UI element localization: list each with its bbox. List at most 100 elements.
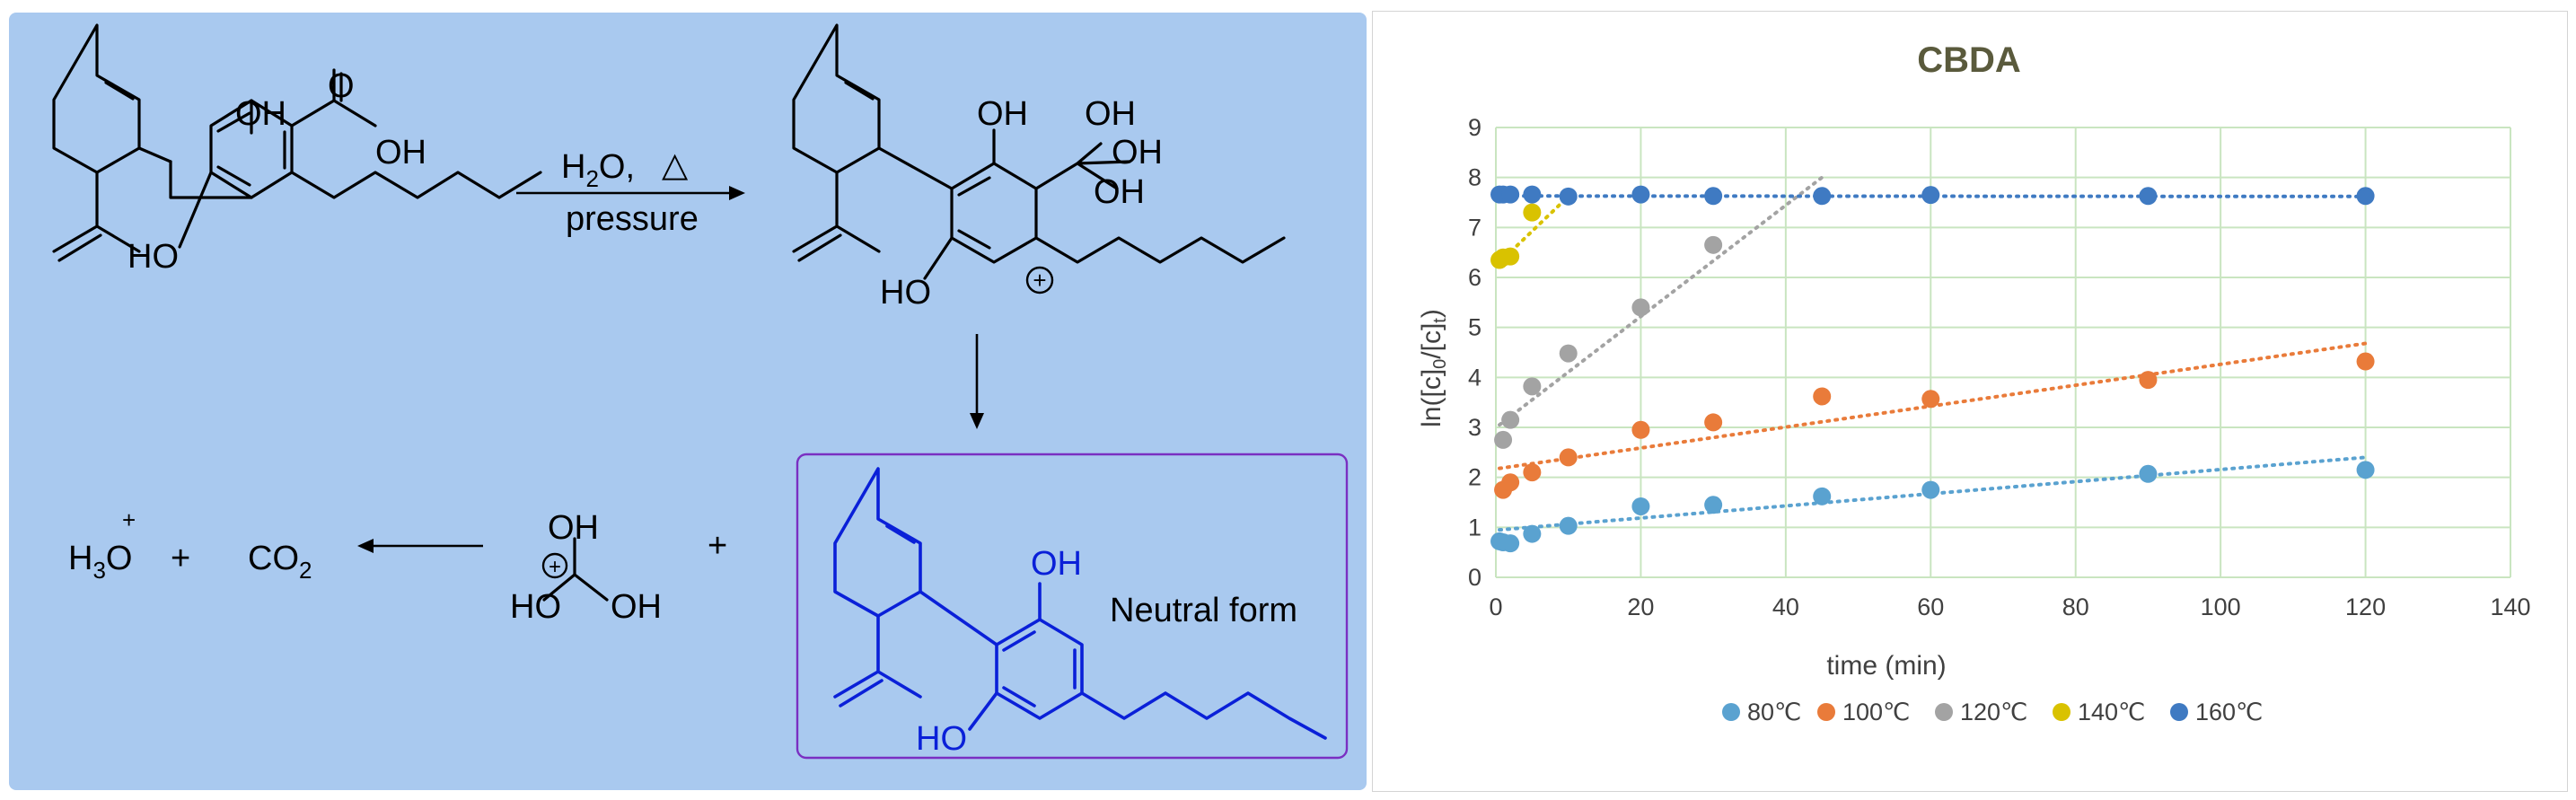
data-point: [1523, 203, 1542, 222]
heat-symbol: △: [662, 146, 689, 184]
legend-label: 160℃: [2195, 699, 2263, 725]
y-tick-label: 9: [1468, 114, 1481, 141]
chart-grid: [1495, 127, 2511, 578]
data-point: [1501, 473, 1520, 492]
charge-label: +: [549, 555, 561, 579]
arrow-head: [970, 413, 984, 429]
chart-title: CBDA: [1917, 40, 2021, 80]
legend-label: 100℃: [1842, 699, 1910, 725]
legend-marker: [2053, 703, 2070, 721]
data-point: [2139, 371, 2158, 390]
data-point: [1704, 187, 1723, 206]
neutral-form-label: Neutral form: [1110, 592, 1297, 629]
trend-line: [1498, 455, 2368, 532]
label-oh: OH: [1094, 173, 1145, 211]
cation-charge-icon: [541, 552, 568, 579]
y-axis-title: ln([c]0/[c]t): [1417, 309, 1450, 427]
data-point: [1523, 377, 1542, 396]
data-point: [1921, 186, 1940, 205]
data-point: [1921, 480, 1940, 499]
data-point: [2139, 464, 2158, 483]
data-point: [1559, 187, 1578, 206]
data-point: [1704, 235, 1723, 254]
reaction-scheme: OH O OH HO H2O, △ pressure OH OH OH OH H…: [52, 23, 1349, 760]
x-axis-title: time (min): [1826, 651, 1946, 681]
x-tick-label: 20: [1627, 593, 1654, 620]
co2-label: CO2: [248, 540, 312, 584]
label-oh: OH: [977, 95, 1028, 133]
data-point: [1501, 410, 1520, 429]
label-oh: OH: [548, 509, 599, 547]
data-point: [1523, 524, 1542, 543]
data-point: [1523, 463, 1542, 482]
hydronium-label: H3O: [68, 540, 132, 584]
data-point: [2139, 187, 2158, 206]
y-tick-label: 5: [1468, 314, 1481, 341]
x-tick-label: 100: [2201, 593, 2241, 620]
data-point: [1813, 387, 1832, 406]
x-tick-label: 60: [1917, 593, 1944, 620]
y-tick-label: 4: [1468, 364, 1481, 391]
label-oh: OH: [1112, 134, 1163, 171]
legend-marker: [2170, 703, 2188, 721]
x-tick-label: 80: [2062, 593, 2089, 620]
charge-label: +: [1033, 267, 1046, 294]
data-point: [1501, 534, 1520, 553]
legend-marker: [1935, 703, 1953, 721]
data-point: [2356, 187, 2375, 206]
x-tick-label: 120: [2345, 593, 2386, 620]
label-ho: HO: [127, 238, 179, 276]
x-tick-label: 0: [1489, 593, 1502, 620]
y-tick-label: 3: [1468, 414, 1481, 441]
cbd-neutral-structure: [833, 467, 1327, 740]
x-tick-label: 40: [1772, 593, 1799, 620]
data-point: [1813, 187, 1832, 206]
data-points: [1490, 185, 2375, 553]
label-oh: OH: [611, 588, 662, 626]
data-point: [1704, 496, 1723, 514]
carbocation-charge-icon: [1025, 266, 1054, 295]
label-ho: HO: [916, 720, 967, 758]
y-axis-ticks: 0 1 2 3 4 5 6 7 8 9: [1468, 114, 1481, 591]
protonated-carbonic-acid-structure: [542, 537, 609, 602]
label-ho: HO: [880, 274, 931, 312]
y-tick-label: 2: [1468, 464, 1481, 491]
data-point: [1494, 430, 1513, 449]
legend-label: 140℃: [2078, 699, 2145, 725]
data-point: [1631, 298, 1650, 317]
data-point: [1631, 185, 1650, 204]
legend-label: 80℃: [1747, 699, 1801, 725]
data-point: [1559, 344, 1578, 363]
legend-marker: [1817, 703, 1835, 721]
data-point: [1501, 185, 1520, 204]
data-point: [2356, 461, 2375, 479]
plus-sign: +: [171, 540, 190, 577]
plus-sign: +: [708, 527, 727, 565]
label-oh: OH: [375, 134, 426, 171]
data-point: [1704, 413, 1723, 432]
pressure-label: pressure: [566, 200, 699, 238]
data-point: [1501, 247, 1520, 266]
label-oh: OH: [1085, 95, 1136, 133]
intermediate-structure: [792, 23, 1286, 280]
y-tick-label: 0: [1468, 564, 1481, 591]
y-tick-label: 7: [1468, 214, 1481, 241]
chart-legend: 80℃ 100℃ 120℃ 140℃ 160℃: [1722, 699, 2263, 725]
data-point: [1631, 420, 1650, 439]
legend-marker: [1722, 703, 1740, 721]
x-axis-ticks: 0 20 40 60 80 100 120 140: [1489, 593, 2530, 620]
y-tick-label: 6: [1468, 264, 1481, 291]
arrow-head: [729, 186, 745, 200]
x-tick-label: 140: [2490, 593, 2530, 620]
y-tick-label: 8: [1468, 164, 1481, 191]
arrow-head: [357, 539, 374, 553]
label-o: O: [328, 67, 355, 105]
cbda-structure: [52, 23, 542, 262]
legend-label: 120℃: [1960, 699, 2027, 725]
hydronium-charge: +: [122, 506, 136, 533]
data-point: [1631, 497, 1650, 515]
label-ho: HO: [510, 588, 561, 626]
water-label: H2O,: [561, 148, 635, 192]
trend-line: [1498, 175, 1824, 427]
